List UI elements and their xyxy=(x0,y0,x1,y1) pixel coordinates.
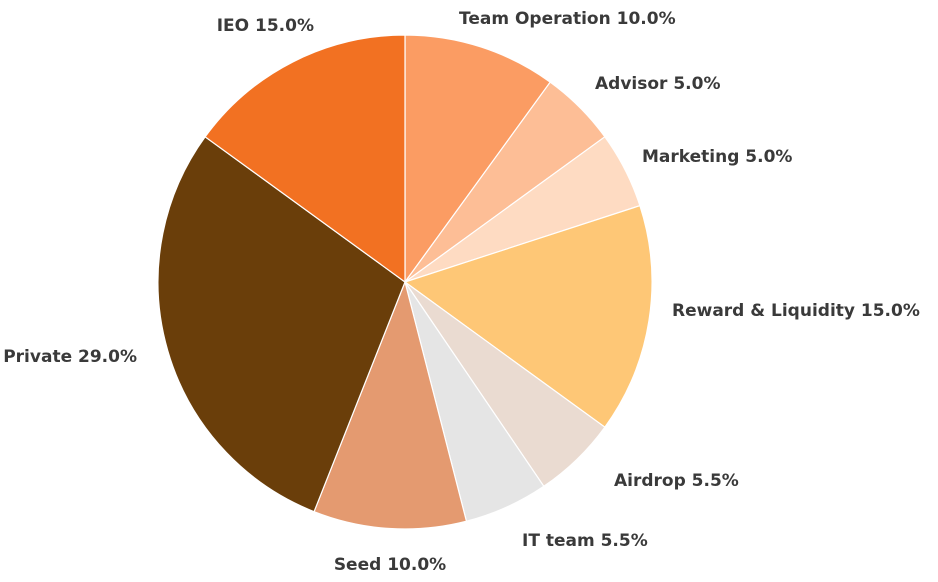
pie-slice-reward-liquidity xyxy=(403,204,653,429)
pie-label-reward-liquidity: Reward & Liquidity 15.0% xyxy=(672,301,920,321)
pie-slice-private xyxy=(157,135,406,513)
pie-slice-team-operation xyxy=(404,34,552,284)
pie-label-it-team: IT team 5.5% xyxy=(522,531,648,551)
pie-labels: Team Operation 10.0% Advisor 5.0% Marketin… xyxy=(3,9,920,575)
pie-label-marketing: Marketing 5.0% xyxy=(642,147,792,167)
pie-slice-seed xyxy=(313,280,468,530)
pie-label-advisor: Advisor 5.0% xyxy=(595,74,720,94)
pie-label-team-operation: Team Operation 10.0% xyxy=(459,9,676,29)
pie-slices xyxy=(157,34,653,530)
pie-label-ieo: IEO 15.0% xyxy=(217,16,314,36)
pie-label-seed: Seed 10.0% xyxy=(334,555,446,575)
pie-slice-ieo xyxy=(204,34,406,284)
pie-label-private: Private 29.0% xyxy=(3,347,137,367)
pie-label-airdrop: Airdrop 5.5% xyxy=(614,471,739,491)
